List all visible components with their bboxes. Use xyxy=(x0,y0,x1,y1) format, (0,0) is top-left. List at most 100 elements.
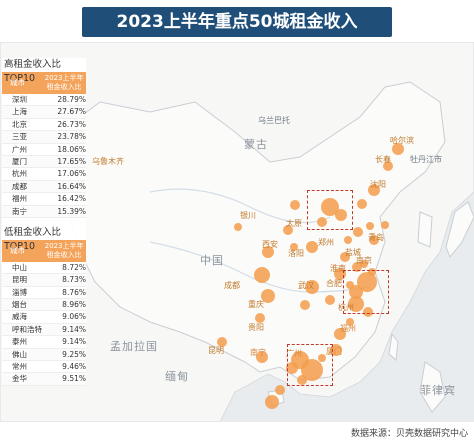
korea xyxy=(417,211,433,248)
map-area[interactable]: 蒙古 中国 孟加拉国 缅甸 菲律宾 乌鲁木齐 乌兰巴托 哈尔滨 长春 牡丹江市 … xyxy=(0,42,474,422)
table-row: 中山 8.72% xyxy=(2,262,86,275)
bubble-jinan xyxy=(353,227,363,237)
row-value: 9.14% xyxy=(62,337,86,347)
table-row: 北京 26.73% xyxy=(2,119,86,132)
row-city: 中山 xyxy=(12,262,27,272)
data-source: 数据来源：贝壳数据研究中心 xyxy=(350,429,468,439)
bubble-qingdao xyxy=(369,235,379,245)
table-row: 福州 16.42% xyxy=(2,193,86,206)
bubble-kunming xyxy=(217,337,227,347)
highlight-box-beijing xyxy=(307,190,353,230)
row-value: 16.42% xyxy=(57,194,86,204)
bubble-yinchuan xyxy=(234,223,242,231)
label-myanmar: 缅甸 xyxy=(165,370,189,383)
bubble-sanya xyxy=(265,395,279,409)
label-changchun: 长春 xyxy=(375,155,391,164)
low-table-title: 低租金收入比TOP10 xyxy=(4,226,62,252)
table-row: 佛山 9.25% xyxy=(2,348,86,362)
table-row: 深圳 28.79% xyxy=(2,94,86,107)
row-city: 广州 xyxy=(12,144,27,154)
label-yinchuan: 银川 xyxy=(240,211,256,220)
label-philippines: 菲律宾 xyxy=(420,384,456,397)
bubble-haikou xyxy=(275,385,285,395)
row-value: 8.76% xyxy=(62,287,86,297)
row-city: 福州 xyxy=(12,194,27,204)
row-city: 杭州 xyxy=(12,169,27,179)
row-value: 9.25% xyxy=(62,349,86,359)
bubble-zibo xyxy=(344,236,352,244)
label-luoyang: 洛阳 xyxy=(288,249,304,258)
bubble-zhongshan xyxy=(297,375,307,385)
label-china: 中国 xyxy=(200,254,224,267)
label-mongolia: 蒙古 xyxy=(244,138,268,151)
table-row: 厦门 17.65% xyxy=(2,155,86,169)
row-city: 金华 xyxy=(12,374,27,384)
bubble-foshan xyxy=(286,362,298,374)
row-city: 佛山 xyxy=(12,349,27,359)
page-title: 2023上半年重点50城租金收入 xyxy=(116,12,358,32)
label-huainan: 淮南 xyxy=(330,264,346,273)
row-value: 9.46% xyxy=(62,362,86,372)
label-nanning: 南宁 xyxy=(250,348,266,357)
row-city: 威海 xyxy=(12,312,27,322)
bubble-nanning xyxy=(256,351,268,363)
table-row: 南宁 15.39% xyxy=(2,205,86,218)
row-value: 8.96% xyxy=(62,300,86,310)
river-yellow xyxy=(149,188,331,224)
row-value: 8.73% xyxy=(62,275,86,285)
river-yangtze xyxy=(149,241,371,293)
row-value: 26.73% xyxy=(57,119,86,129)
row-value: 9.51% xyxy=(62,374,86,384)
row-city: 淄博 xyxy=(12,287,27,297)
bubble-luoyang xyxy=(290,243,298,251)
label-wuhan: 武汉 xyxy=(298,281,314,290)
header-city: 城市 xyxy=(10,78,25,87)
bubble-suzhou xyxy=(349,285,363,299)
bubble-weihai xyxy=(381,221,389,229)
row-city: 烟台 xyxy=(12,300,27,310)
bubble-changzhou xyxy=(346,281,354,289)
row-value: 28.79% xyxy=(57,95,86,104)
bubble-huhehaote xyxy=(290,200,300,210)
table-row: 金华 9.51% xyxy=(2,373,86,386)
label-guiyang: 贵阳 xyxy=(248,323,264,332)
label-mudanjiang: 牡丹江市 xyxy=(410,155,442,164)
row-value: 17.06% xyxy=(57,169,86,179)
bubble-zhengzhou xyxy=(306,241,318,253)
bubble-xiamen xyxy=(330,344,342,356)
table-row: 昆明 8.73% xyxy=(2,274,86,287)
row-city: 成都 xyxy=(12,181,27,191)
bubble-chengdu xyxy=(254,267,270,283)
bubble-dalian xyxy=(357,199,367,209)
label-urumqi: 乌鲁木齐 xyxy=(92,157,124,166)
bubble-fuzhou xyxy=(334,328,346,340)
label-yancheng: 盐城 xyxy=(345,248,361,257)
row-city: 深圳 xyxy=(12,95,27,104)
label-kunming: 昆明 xyxy=(208,346,224,355)
row-value: 9.06% xyxy=(62,312,86,322)
bubble-shenyang xyxy=(368,184,380,196)
city-bubbles xyxy=(217,143,404,409)
footer: 数据来源：贝壳数据研究中心 xyxy=(0,422,474,445)
row-value: 9.14% xyxy=(62,324,86,334)
bubble-beijing xyxy=(321,198,339,216)
low-table-header: 城市 2023上半年租金收入比 xyxy=(2,239,86,262)
table-row: 烟台 8.96% xyxy=(2,299,86,312)
table-row: 三亚 23.78% xyxy=(2,131,86,144)
title-bar: 2023上半年重点50城租金收入 xyxy=(82,7,392,37)
row-city: 常州 xyxy=(12,362,27,372)
label-chongqing: 重庆 xyxy=(248,300,264,309)
table-row: 威海 9.06% xyxy=(2,311,86,324)
bubble-dongguan xyxy=(318,354,326,362)
bubble-guiyang xyxy=(255,313,265,323)
bubble-wuhan xyxy=(305,280,319,294)
row-value: 23.78% xyxy=(57,132,86,142)
label-nanjing: 南京 xyxy=(356,256,372,265)
japan xyxy=(445,201,474,258)
ranking-panel: 高租金收入比TOP10 城市 2023上半年租金收入比 深圳 28.79% 上海 2… xyxy=(2,58,86,386)
philippines-land xyxy=(419,361,446,413)
header-value: 2023上半年租金收入比 xyxy=(44,74,84,91)
table-row: 广州 18.06% xyxy=(2,144,86,156)
row-value: 16.64% xyxy=(57,181,86,191)
row-city: 厦门 xyxy=(12,156,27,166)
